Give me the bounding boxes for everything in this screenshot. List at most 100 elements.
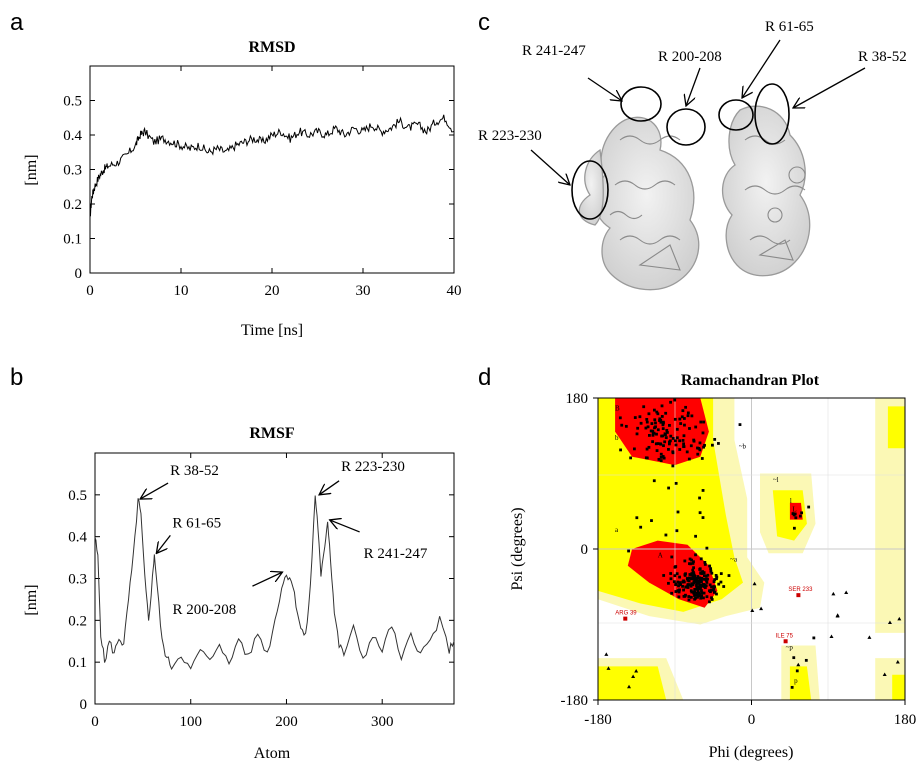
y-tick-label: 0.4 (68, 530, 87, 546)
outlier-point (623, 616, 628, 621)
y-tick-label: 180 (566, 391, 589, 407)
outlier-point (783, 639, 788, 644)
residue-point (705, 581, 709, 584)
residue-point (688, 557, 692, 561)
residue-point (790, 685, 794, 689)
residue-point (710, 598, 714, 601)
residue-point (679, 583, 682, 587)
residue-point (674, 590, 678, 593)
residue-point (690, 582, 694, 586)
residue-point (675, 427, 679, 431)
residue-point (711, 588, 715, 592)
residue-point (689, 589, 693, 593)
residue-point (682, 417, 686, 420)
residue-point (795, 669, 799, 673)
x-tick-label: 10 (174, 283, 189, 299)
outlier-label: ILE 75 (776, 633, 794, 639)
residue-point (673, 439, 677, 443)
residue-point (692, 439, 696, 443)
residue-point (697, 579, 700, 583)
residue-point (692, 575, 696, 578)
residue-point (644, 456, 648, 460)
residue-point (667, 442, 671, 446)
residue-point (812, 636, 816, 640)
residue-point (708, 583, 712, 587)
x-tick-label: 30 (356, 283, 371, 299)
y-tick-label: -180 (561, 693, 589, 709)
region-label: l (790, 497, 792, 505)
residue-point (700, 594, 704, 598)
residue-point (619, 448, 622, 452)
residue-point (807, 505, 811, 509)
structure-arrows (530, 39, 866, 185)
allowed-region (598, 666, 667, 700)
residue-point (673, 417, 677, 421)
residue-point (702, 445, 706, 449)
residue-point (669, 572, 673, 575)
residue-point (696, 446, 699, 450)
residue-point (686, 583, 690, 587)
generous-region (875, 398, 905, 633)
residue-point (683, 423, 686, 427)
region-label: a (615, 526, 619, 534)
allowed-region (789, 666, 812, 700)
residue-point (642, 405, 646, 409)
annotation-arrow (319, 480, 340, 495)
residue-point (800, 511, 804, 515)
residue-point (675, 529, 679, 533)
residue-point (639, 421, 643, 425)
y-tick-label: 0.1 (63, 232, 82, 248)
residue-point (700, 571, 704, 575)
residue-point (700, 591, 704, 595)
residue-point (700, 580, 703, 584)
ramachandran-regions: Bb a A ~a ~b lL ~l ~p p SER 233 ARG 39 ILE 75 (598, 398, 905, 700)
residue-point (696, 595, 699, 599)
residue-point (692, 566, 695, 570)
residue-point (645, 420, 649, 424)
residue-point (792, 526, 796, 530)
glycine-point (631, 674, 636, 678)
residue-point (694, 425, 698, 429)
glycine-point (604, 652, 609, 656)
residue-point (695, 591, 699, 595)
residue-point (696, 452, 700, 456)
residue-point (708, 600, 711, 604)
residue-point (671, 464, 675, 468)
residue-point (674, 583, 678, 587)
residue-point (672, 580, 676, 584)
residue-point (664, 411, 668, 415)
residue-point (687, 579, 691, 583)
residue-point (675, 436, 679, 440)
residue-point (694, 534, 697, 538)
glycine-point (796, 662, 801, 667)
residue-point (695, 593, 699, 597)
residue-point (654, 421, 657, 425)
residue-point (665, 428, 669, 432)
residue-point (715, 592, 718, 596)
residue-point (697, 446, 701, 450)
residue-point (684, 405, 688, 409)
residue-point (686, 411, 690, 415)
y-tick-label: 0.5 (68, 488, 87, 504)
region-label: ~l (773, 476, 779, 484)
residue-point (658, 419, 661, 422)
residue-point (677, 595, 681, 599)
residue-point (638, 415, 642, 419)
residue-point (652, 479, 656, 483)
x-tick-label: 40 (447, 283, 462, 299)
residue-point (650, 422, 654, 425)
y-tick-label: 0.3 (68, 572, 87, 588)
residue-point (719, 580, 723, 584)
residue-point (690, 577, 693, 580)
region-labels: Bb a A ~a ~b lL ~l ~p p (615, 405, 798, 686)
x-tick-label: 200 (275, 714, 298, 730)
highlight-circles (571, 83, 790, 220)
residue-point (677, 590, 681, 594)
region-label: b (615, 434, 619, 442)
annotation-label: R 61-65 (172, 515, 221, 531)
residue-point (659, 459, 663, 463)
residue-point (629, 456, 633, 460)
residue-point (710, 585, 713, 589)
residue-point (673, 574, 677, 578)
residue-point (698, 583, 701, 587)
